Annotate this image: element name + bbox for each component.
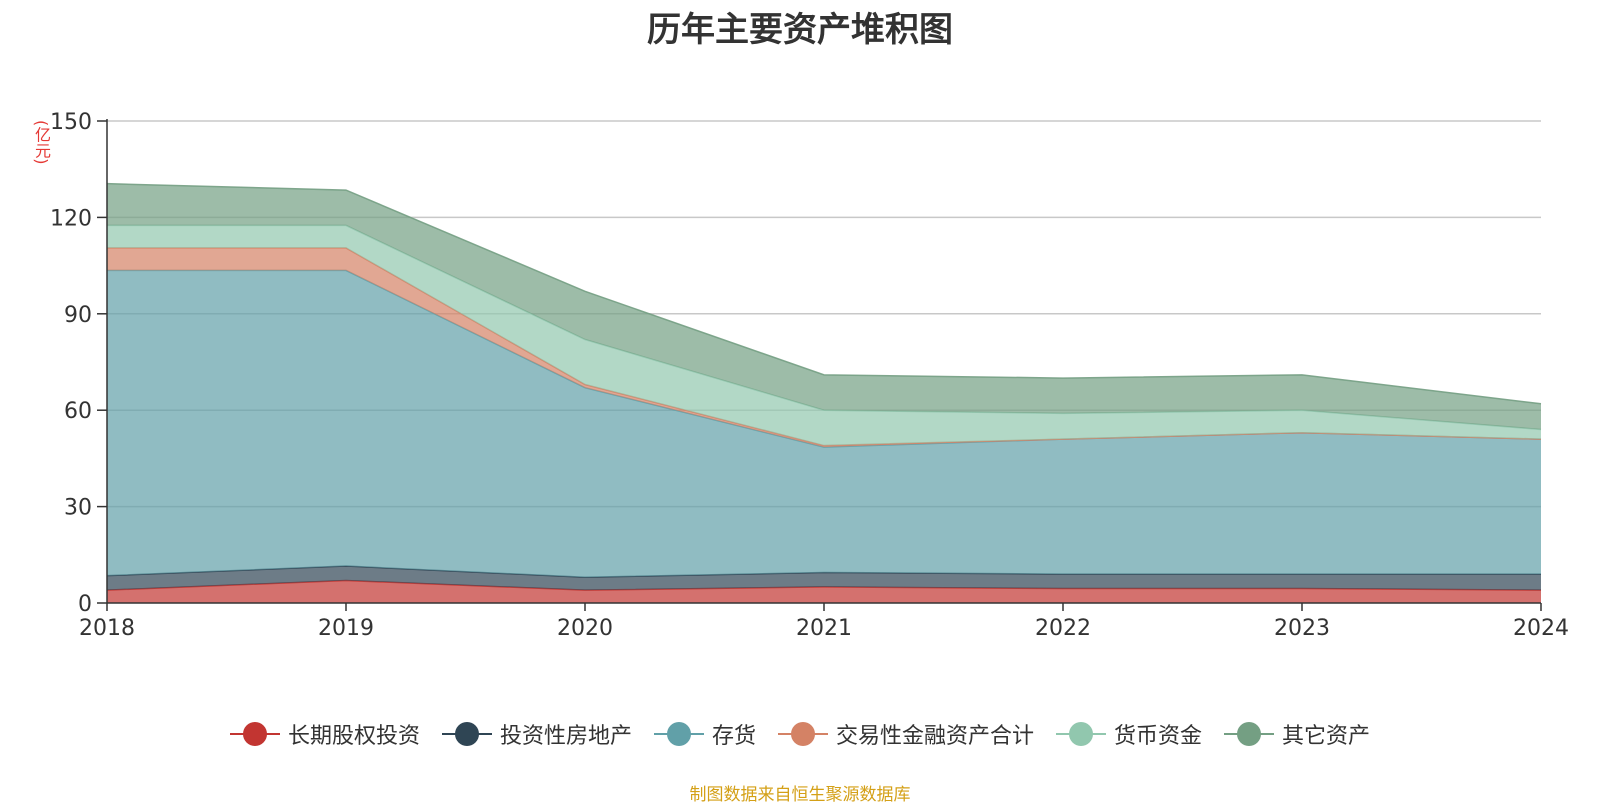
y-tick-label: 60 bbox=[64, 399, 92, 424]
x-tick-label: 2024 bbox=[1513, 616, 1569, 641]
chart-legend: 长期股权投资 投资性房地产 存货 交易性金融资产合计 货币资金 其它资产 bbox=[0, 718, 1600, 750]
x-tick-label: 2021 bbox=[796, 616, 852, 641]
x-tick-label: 2020 bbox=[557, 616, 613, 641]
data-source-footer: 制图数据来自恒生聚源数据库 bbox=[689, 785, 911, 805]
area-edge-5 bbox=[106, 182, 1542, 405]
legend-marker-icon bbox=[653, 722, 704, 746]
axes: 0 30 60 90 120 150 2018 2019 2020 2021 2022 2023 202… bbox=[50, 110, 1569, 641]
y-tick-label: 120 bbox=[50, 206, 92, 231]
area-series bbox=[106, 182, 1542, 603]
area-3 bbox=[107, 247, 1541, 448]
y-tick-label: 150 bbox=[50, 110, 92, 135]
legend-label: 其它资产 bbox=[1282, 724, 1371, 749]
y-tick-label: 30 bbox=[64, 496, 92, 521]
area-5 bbox=[107, 183, 1541, 430]
legend-marker-icon bbox=[441, 722, 492, 746]
legend-item[interactable]: 投资性房地产 bbox=[441, 718, 632, 750]
area-2 bbox=[107, 270, 1541, 578]
legend-label: 货币资金 bbox=[1114, 724, 1203, 749]
x-tick-label: 2018 bbox=[79, 616, 135, 641]
chart-title: 历年主要资产堆积图 bbox=[647, 10, 953, 50]
x-tick-label: 2022 bbox=[1035, 616, 1091, 641]
area-4 bbox=[107, 225, 1541, 446]
legend-item[interactable]: 货币资金 bbox=[1056, 718, 1202, 750]
x-tick-label: 2019 bbox=[318, 616, 374, 641]
legend-label: 投资性房地产 bbox=[499, 724, 632, 749]
legend-marker-icon bbox=[1056, 722, 1107, 746]
legend-label: 长期股权投资 bbox=[287, 724, 420, 749]
legend-marker-icon bbox=[1224, 722, 1275, 746]
y-tick-label: 90 bbox=[64, 303, 92, 328]
legend-item[interactable]: 存货 bbox=[653, 718, 756, 750]
y-tick-label: 0 bbox=[78, 592, 92, 617]
legend-marker-icon bbox=[229, 722, 280, 746]
legend-item[interactable]: 交易性金融资产合计 bbox=[778, 718, 1034, 750]
x-tick-label: 2023 bbox=[1274, 616, 1330, 641]
legend-label: 存货 bbox=[711, 724, 756, 749]
legend-item[interactable]: 长期股权投资 bbox=[229, 718, 420, 750]
area-0 bbox=[107, 580, 1541, 603]
y-axis-unit-label: (亿元) bbox=[32, 120, 51, 165]
legend-item[interactable]: 其它资产 bbox=[1224, 718, 1370, 750]
legend-label: 交易性金融资产合计 bbox=[836, 724, 1035, 749]
legend-marker-icon bbox=[778, 722, 828, 746]
